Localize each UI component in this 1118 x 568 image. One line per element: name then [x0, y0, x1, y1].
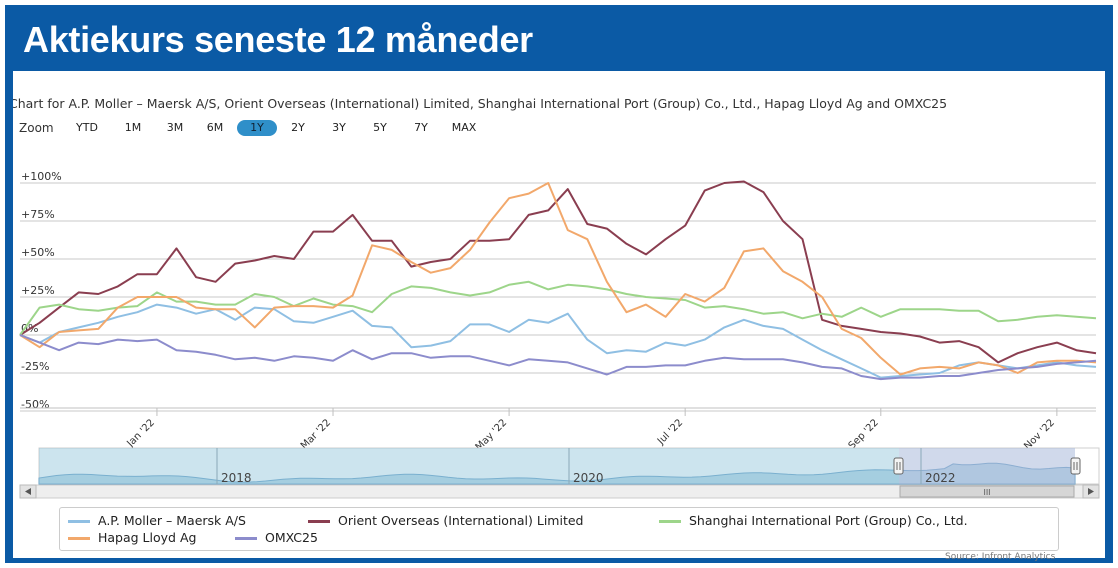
navigator-outside-mask [39, 448, 899, 484]
chart-title-text: Chart for A.P. Moller – Maersk A/S, Orie… [13, 96, 948, 111]
x-axis: Jan '22 Mar '22 May '22 Jul '22 Sep '22 Nov '… [20, 407, 1096, 453]
legend-label-maersk: A.P. Moller – Maersk A/S [98, 513, 246, 528]
x-tick-label: Mar '22 [299, 417, 333, 451]
series-line-maersk [19, 303, 1097, 379]
zoom-button-max[interactable]: MAX [451, 121, 477, 134]
legend-label-omxc25: OMXC25 [265, 530, 318, 545]
x-tick-label: Jan '22 [124, 417, 157, 450]
zoom-button-3m[interactable]: 3M [166, 121, 184, 134]
legend-label-hapag-lloyd: Hapag Lloyd Ag [98, 530, 197, 545]
banner-title: Aktiekurs seneste 12 måneder [23, 19, 533, 60]
scrollbar[interactable]: III [19, 484, 1100, 499]
series-lines [19, 180, 1097, 381]
legend-swatch-maersk [68, 520, 90, 523]
navigator[interactable]: 2018 2020 2022 III [19, 447, 1100, 499]
legend-swatch-hapag-lloyd [68, 537, 90, 540]
y-tick-label: +50% [21, 246, 55, 259]
legend-swatch-shanghai-port [659, 520, 681, 523]
series-line-orient-overseas [19, 180, 1097, 364]
navigator-label-2018: 2018 [221, 471, 252, 485]
chart-title: Chart for A.P. Moller – Maersk A/S, Orie… [13, 96, 1105, 114]
zoom-button-ytd[interactable]: YTD [76, 121, 98, 134]
y-axis-labels: +100%+75%+50%+25%0%-25%-50% [21, 170, 62, 411]
zoom-button-1m[interactable]: 1M [124, 121, 142, 134]
legend-swatch-orient-overseas [308, 520, 330, 523]
navigator-label-2020: 2020 [573, 471, 604, 485]
frame-border-right [1105, 71, 1113, 562]
price-chart: +100%+75%+50%+25%0%-25%-50% Jan '22 Mar '… [19, 170, 1100, 499]
arrow-right-icon [1088, 488, 1094, 495]
scrollbar-grip: III [983, 488, 990, 497]
zoom-button-5y[interactable]: 5Y [373, 121, 387, 134]
x-tick-label: Nov '22 [1022, 417, 1057, 452]
x-tick-label: Jul '22 [655, 417, 685, 447]
y-tick-label: +25% [21, 284, 55, 297]
zoom-button-2y[interactable]: 2Y [291, 121, 305, 134]
navigator-handle-right[interactable] [1070, 457, 1081, 475]
chart-grid [20, 182, 1096, 412]
navigator-handle-left[interactable] [893, 457, 904, 475]
arrow-left-icon [25, 488, 31, 495]
zoom-button-6m[interactable]: 6M [206, 121, 224, 134]
zoom-button-7y[interactable]: 7Y [414, 121, 428, 134]
legend-label-shanghai-port: Shanghai International Port (Group) Co.,… [689, 513, 968, 528]
x-tick-label: Sep '22 [847, 417, 881, 451]
scrollbar-thumb[interactable] [899, 485, 1075, 498]
y-tick-label: +100% [21, 170, 62, 183]
navigator-selected-range[interactable] [899, 448, 1075, 484]
series-line-shanghai-port [19, 280, 1097, 336]
series-line-hapag-lloyd [19, 182, 1097, 376]
legend-swatch-omxc25 [235, 537, 257, 540]
y-tick-label: -25% [21, 360, 49, 373]
source-credit: Source: Infront Analytics [945, 552, 1056, 562]
zoom-button-3y[interactable]: 3Y [332, 121, 346, 134]
frame-border-bottom [5, 558, 1113, 563]
legend-label-orient-overseas: Orient Overseas (International) Limited [338, 513, 584, 528]
y-tick-label: -50% [21, 398, 49, 411]
zoom-label: Zoom [19, 121, 54, 135]
series-line-omxc25 [19, 334, 1097, 381]
chart-legend: A.P. Moller – Maersk A/S Orient Overseas… [59, 507, 1059, 551]
zoom-button-1y[interactable]: 1Y [237, 120, 277, 136]
y-tick-label: +75% [21, 208, 55, 221]
navigator-label-2022: 2022 [925, 471, 956, 485]
title-banner: Aktiekurs seneste 12 måneder [5, 5, 1113, 71]
frame-border-left [5, 71, 13, 562]
